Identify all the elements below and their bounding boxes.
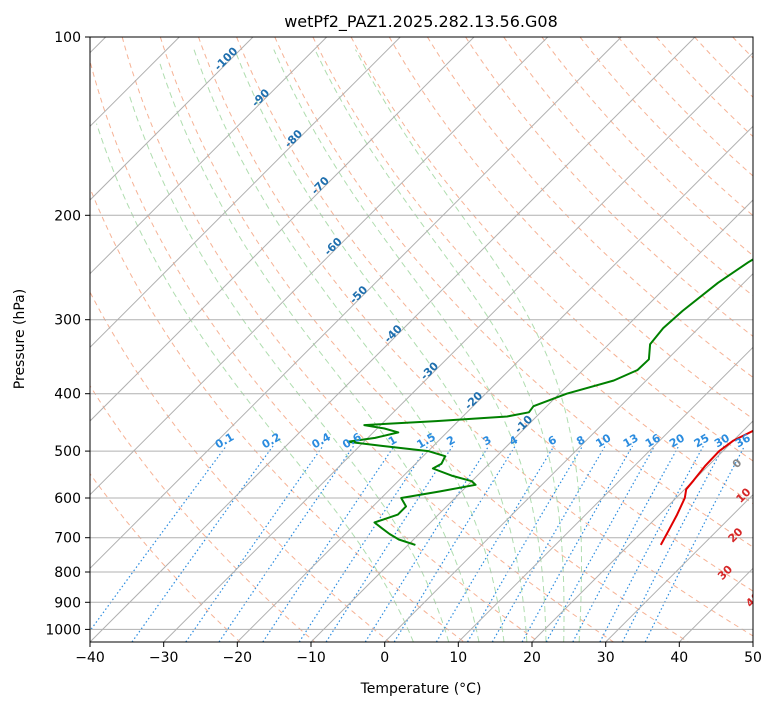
y-tick-label: 200 — [54, 208, 81, 224]
y-tick-label: 400 — [54, 387, 81, 403]
y-tick-label: 100 — [54, 30, 81, 46]
x-tick-label: 50 — [744, 650, 762, 666]
chart-title: wetPf2_PAZ1.2025.282.13.56.G08 — [284, 12, 558, 32]
y-tick-label: 800 — [54, 565, 81, 581]
x-axis-label: Temperature (°C) — [360, 681, 482, 697]
isotherm-line — [753, 37, 775, 642]
x-tick-label: −40 — [75, 650, 105, 666]
x-tick-label: −10 — [296, 650, 326, 666]
x-tick-label: 10 — [449, 650, 467, 666]
x-tick-label: −30 — [149, 650, 179, 666]
y-tick-label: 600 — [54, 491, 81, 507]
y-tick-label: 500 — [54, 444, 81, 460]
y-tick-label: 300 — [54, 313, 81, 329]
y-tick-label: 700 — [54, 531, 81, 547]
x-tick-label: 30 — [597, 650, 615, 666]
x-tick-label: 20 — [523, 650, 541, 666]
dry-adiabat — [771, 37, 775, 642]
y-axis-label: Pressure (hPa) — [12, 289, 28, 389]
x-tick-label: 40 — [670, 650, 688, 666]
x-tick-label: 0 — [380, 650, 389, 666]
x-tick-label: −20 — [223, 650, 253, 666]
y-tick-label: 900 — [54, 595, 81, 611]
y-tick-label: 1000 — [45, 622, 81, 638]
